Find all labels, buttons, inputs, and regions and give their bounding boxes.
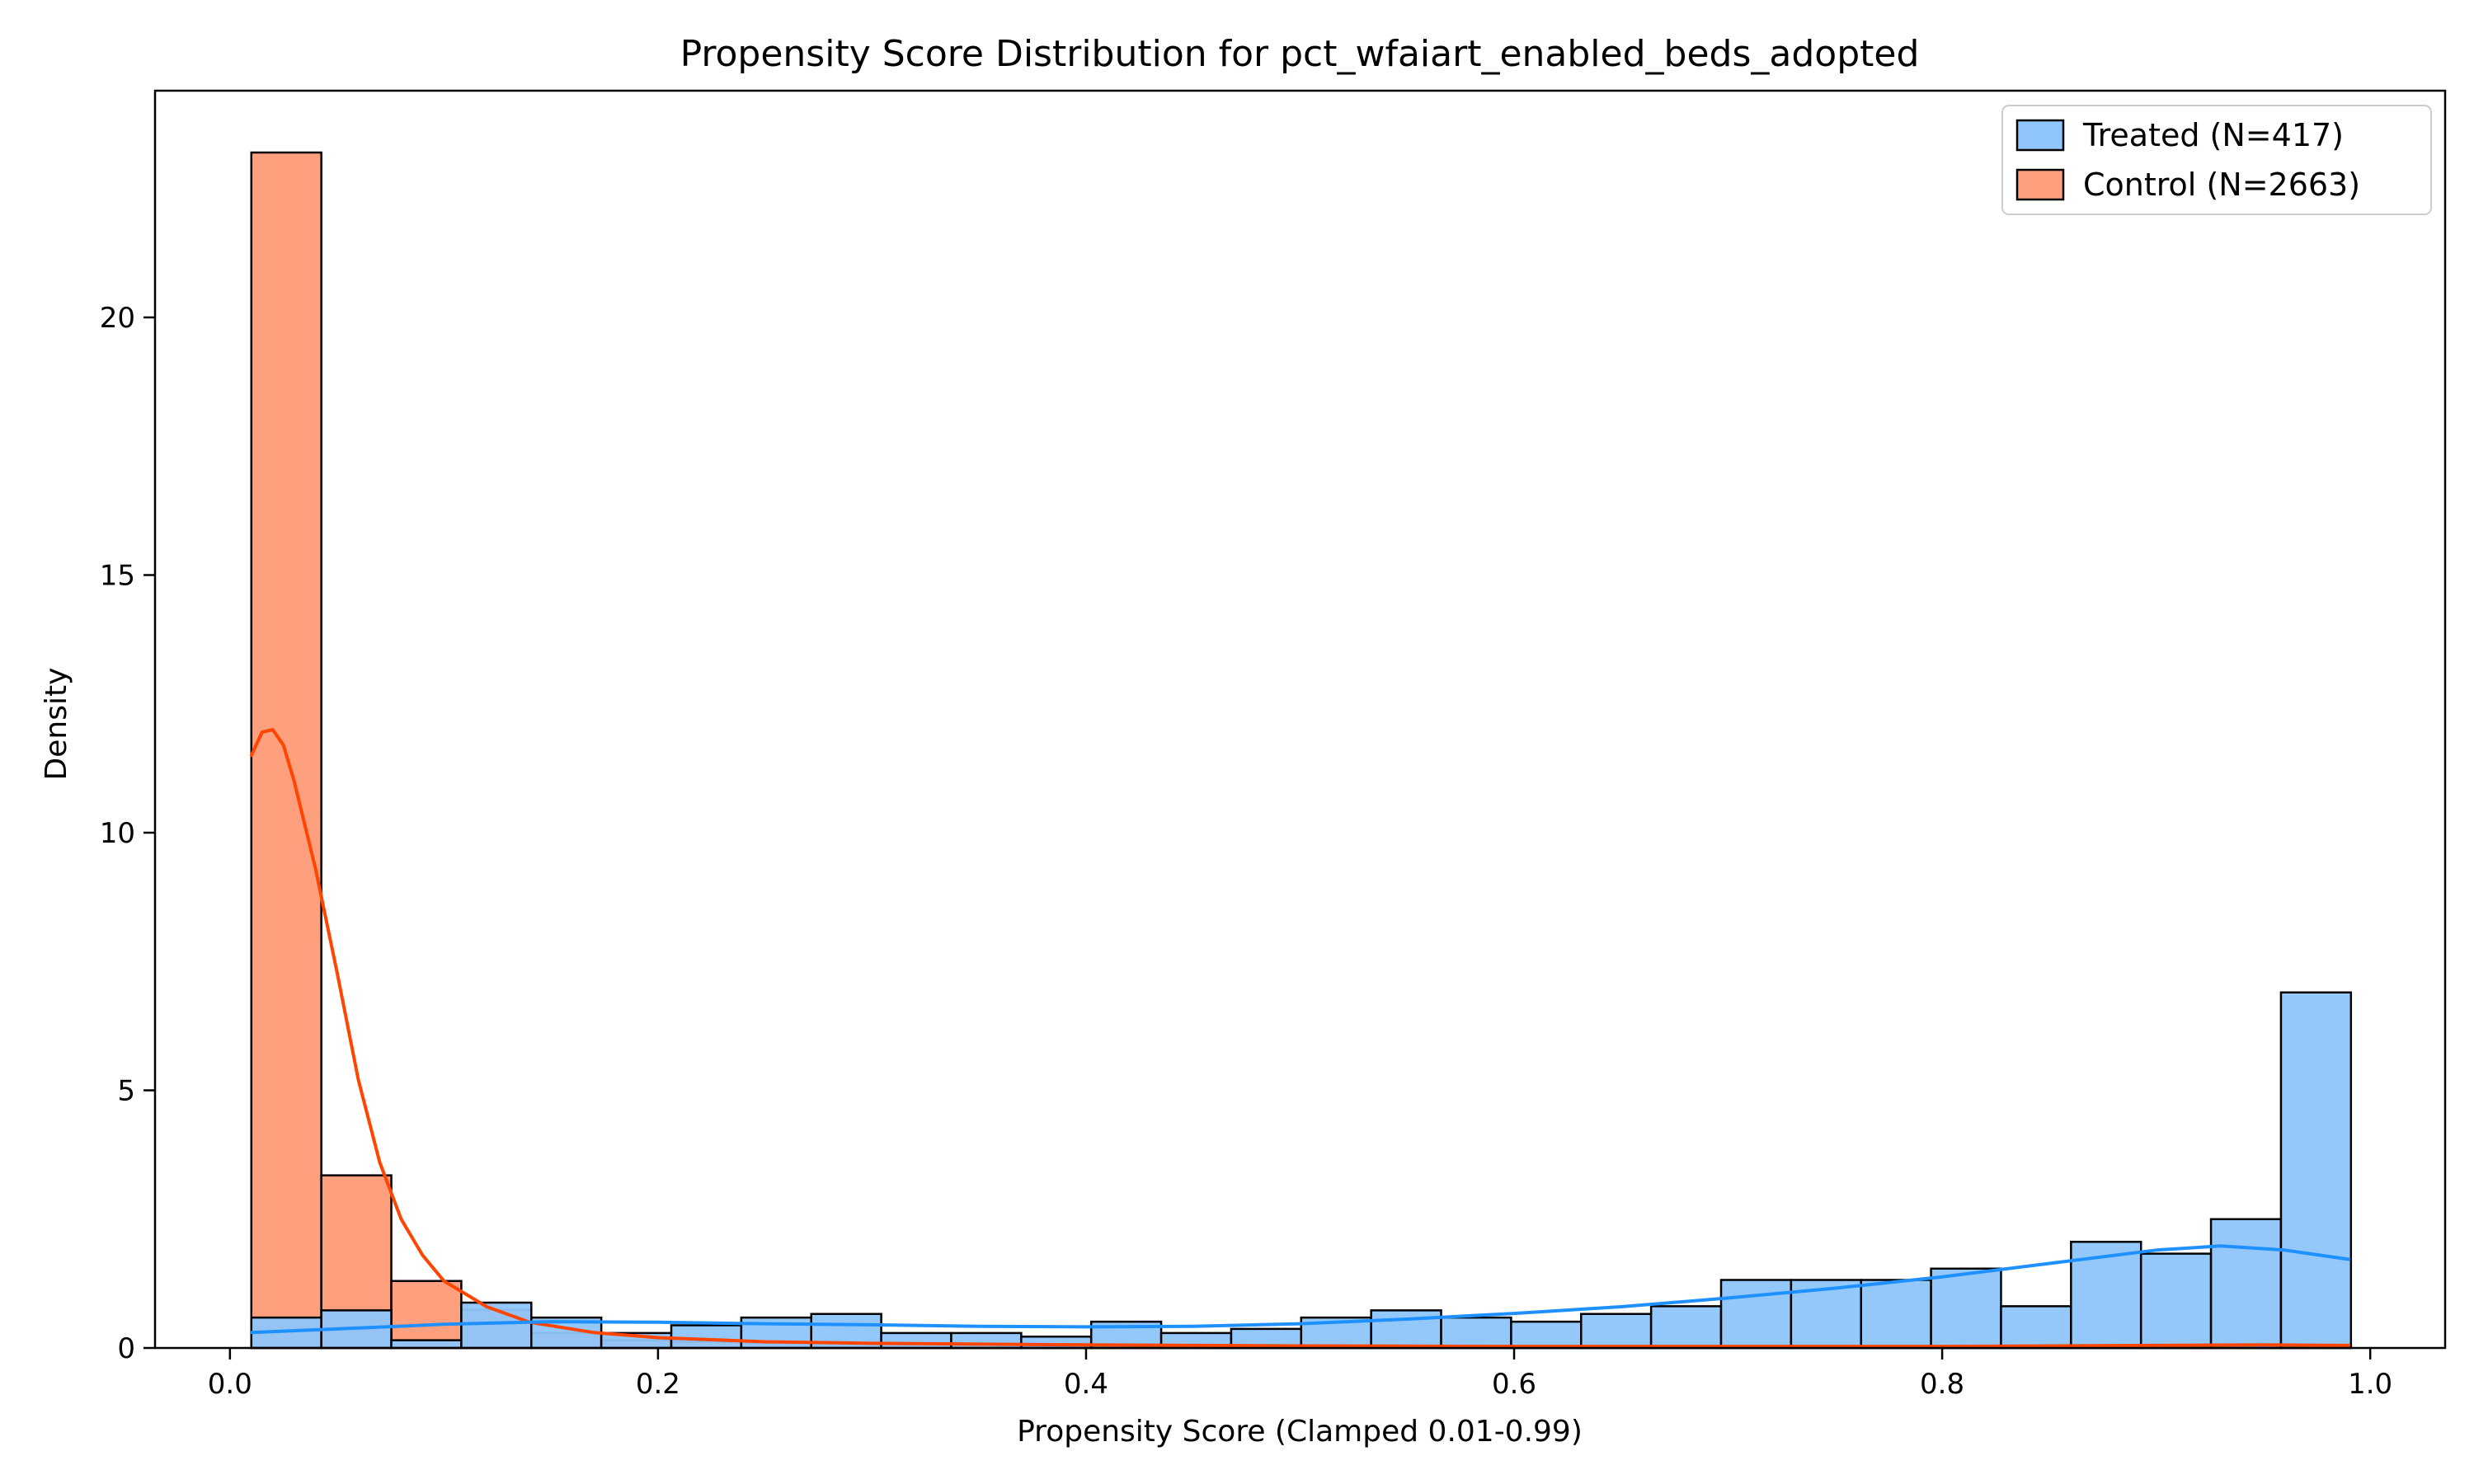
treated-bar (1580, 1313, 1653, 1350)
y-tick-label: 20 (100, 302, 135, 335)
treated-bar (2139, 1252, 2213, 1350)
x-axis-label: Propensity Score (Clamped 0.01-0.99) (1017, 1415, 1583, 1449)
treated-bars (250, 991, 2353, 1350)
plot-area (153, 89, 2447, 1350)
x-tick-label: 0.0 (208, 1368, 252, 1401)
y-axis-label: Density (40, 668, 73, 781)
treated-legend-swatch (2015, 119, 2065, 152)
control-kde-line (249, 728, 2351, 1349)
treated-bar (1440, 1316, 1512, 1350)
legend-box (2001, 105, 2432, 215)
treated-bar (2000, 1305, 2072, 1350)
treated-bar (460, 1301, 533, 1350)
treated-bar (1370, 1309, 1442, 1350)
kde-curves (249, 728, 2351, 1349)
treated-bar (1510, 1320, 1583, 1350)
treated-bar (2279, 991, 2353, 1350)
y-tick-label: 0 (117, 1332, 135, 1365)
treated-bar (880, 1331, 952, 1350)
chart-title: Propensity Score Distribution for pct_wf… (680, 33, 1920, 75)
treated-bar (1719, 1279, 1793, 1350)
x-tick-label: 0.8 (1920, 1368, 1964, 1401)
y-tick-label: 10 (100, 817, 135, 850)
x-tick-label: 0.2 (636, 1368, 680, 1401)
treated-bar (1930, 1267, 2002, 1350)
y-axis: 0 5 10 15 20 (100, 302, 155, 1365)
treated-bar (1649, 1305, 1723, 1350)
legend: Treated (N=417) Control (N=2663) (2001, 105, 2432, 215)
control-bar (390, 1280, 463, 1350)
x-tick-label: 0.6 (1492, 1368, 1536, 1401)
treated-legend-label: Treated (N=417) (2082, 117, 2344, 153)
x-axis: 0.0 0.2 0.4 0.6 0.8 1.0 (208, 1348, 2392, 1401)
treated-kde-line (249, 1244, 2351, 1335)
x-tick-label: 1.0 (2348, 1368, 2392, 1401)
treated-bar (670, 1324, 743, 1350)
control-legend-swatch (2015, 168, 2065, 201)
control-legend-label: Control (N=2663) (2083, 167, 2360, 203)
plot-frame (153, 89, 2447, 1350)
treated-bar (2209, 1218, 2283, 1350)
x-tick-label: 0.4 (1064, 1368, 1108, 1401)
control-bars (250, 151, 2353, 1350)
y-tick-label: 5 (117, 1075, 135, 1108)
treated-bar (1860, 1279, 1932, 1350)
y-tick-label: 15 (100, 560, 135, 593)
treated-bar (390, 1339, 463, 1350)
